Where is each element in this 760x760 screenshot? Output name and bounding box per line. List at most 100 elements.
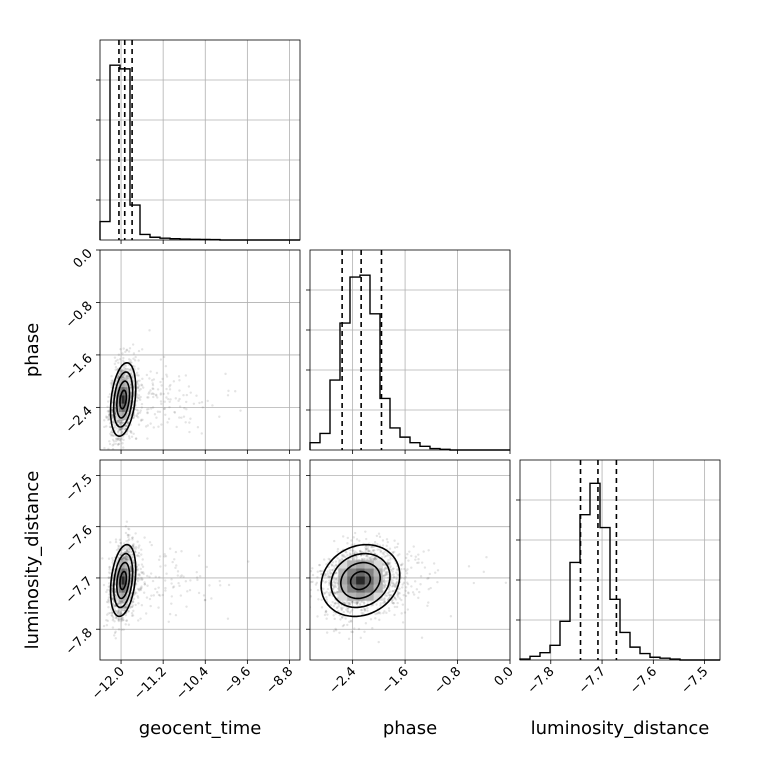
x-tick-label: −2.4 (327, 664, 360, 697)
scatter-point (130, 605, 133, 609)
scatter-point (124, 558, 127, 561)
scatter-point (182, 394, 185, 397)
scatter-point (394, 582, 398, 586)
scatter-point (383, 610, 386, 613)
scatter-point (110, 614, 114, 617)
scatter-point (353, 543, 356, 546)
scatter-point (385, 544, 388, 548)
scatter-point (342, 623, 346, 627)
scatter-point (323, 592, 326, 595)
scatter-point (119, 347, 122, 351)
scatter-point (125, 558, 128, 561)
density-cell (364, 592, 374, 601)
scatter-point (111, 438, 115, 441)
scatter-point (382, 601, 385, 605)
scatter-point (127, 421, 130, 424)
scatter-point (383, 586, 387, 589)
scatter-point (132, 383, 136, 386)
scatter-point (336, 590, 339, 594)
scatter-point (118, 370, 122, 373)
contour-line (115, 380, 131, 419)
scatter-point (160, 423, 163, 426)
scatter-point (393, 605, 397, 609)
gridlines (100, 40, 300, 240)
scatter-point (362, 557, 365, 561)
scatter-point (136, 374, 139, 377)
scatter-point (140, 553, 143, 556)
density-cell (364, 576, 374, 585)
scatter-point (329, 604, 333, 607)
scatter-point (131, 599, 134, 603)
scatter-point (177, 399, 180, 403)
scatter-point (123, 546, 126, 550)
scatter-point (125, 605, 128, 608)
scatter-point (149, 572, 153, 575)
scatter-point (107, 585, 110, 588)
scatter-point (131, 600, 134, 604)
scatter-point (123, 542, 126, 545)
scatter-point (168, 547, 172, 550)
scatter-point (161, 377, 164, 381)
scatter-point (152, 393, 156, 396)
scatter-point (377, 611, 380, 615)
scatter-point (408, 550, 411, 553)
scatter-point (340, 607, 343, 611)
scatter-point (167, 397, 170, 401)
hist-panel-phase (306, 249, 511, 454)
scatter-point (137, 546, 140, 549)
scatter-point (125, 424, 128, 428)
scatter-point (334, 583, 337, 587)
scatter-point (129, 573, 133, 576)
scatter-point (110, 410, 114, 414)
scatter-point (348, 552, 352, 555)
scatter-point (128, 437, 131, 440)
scatter-point (121, 442, 124, 445)
scatter-point (118, 372, 122, 376)
scatter-point (140, 576, 143, 580)
scatter-point (131, 614, 135, 617)
scatter-point (121, 557, 125, 560)
scatter-point (178, 379, 181, 382)
scatter-point (125, 550, 129, 553)
scatter-point (504, 581, 508, 584)
scatter-point (383, 579, 386, 582)
scatter-point (135, 399, 139, 402)
scatter-point (125, 375, 128, 378)
scatter-point (120, 368, 123, 372)
scatter-point (407, 591, 410, 594)
scatter-point (132, 600, 135, 604)
scatter-point (349, 553, 353, 556)
scatter-point (196, 426, 200, 429)
density-cell (356, 568, 365, 577)
scatter-point (140, 383, 143, 386)
scatter-point (139, 387, 142, 391)
scatter-point (117, 617, 120, 621)
scatter-point (179, 575, 182, 578)
scatter-point (147, 407, 150, 411)
scatter-point (234, 390, 237, 393)
scatter-point (123, 374, 126, 377)
scatter-point (122, 606, 126, 609)
density-cell (356, 576, 365, 585)
scatter-point (139, 395, 142, 399)
scatter-point (114, 637, 117, 640)
scatter-point (136, 385, 140, 389)
scatter-point (327, 575, 330, 578)
scatter-point (107, 601, 110, 604)
y-tick-label: −7.5 (63, 472, 96, 505)
scatter-point (107, 599, 110, 602)
scatter-point (384, 567, 388, 570)
scatter-point (124, 367, 127, 371)
scatter-point (126, 603, 130, 606)
scatter-point (164, 564, 167, 567)
scatter-point (153, 413, 157, 416)
scatter-point (345, 608, 348, 611)
scatter-point (116, 420, 120, 423)
scatter-point (121, 430, 124, 433)
scatter-point (327, 557, 330, 561)
scatter-point (118, 428, 122, 431)
scatter-point (204, 598, 207, 602)
scatter-point (395, 576, 398, 579)
scatter-point (360, 557, 364, 561)
scatter-point (144, 425, 148, 428)
